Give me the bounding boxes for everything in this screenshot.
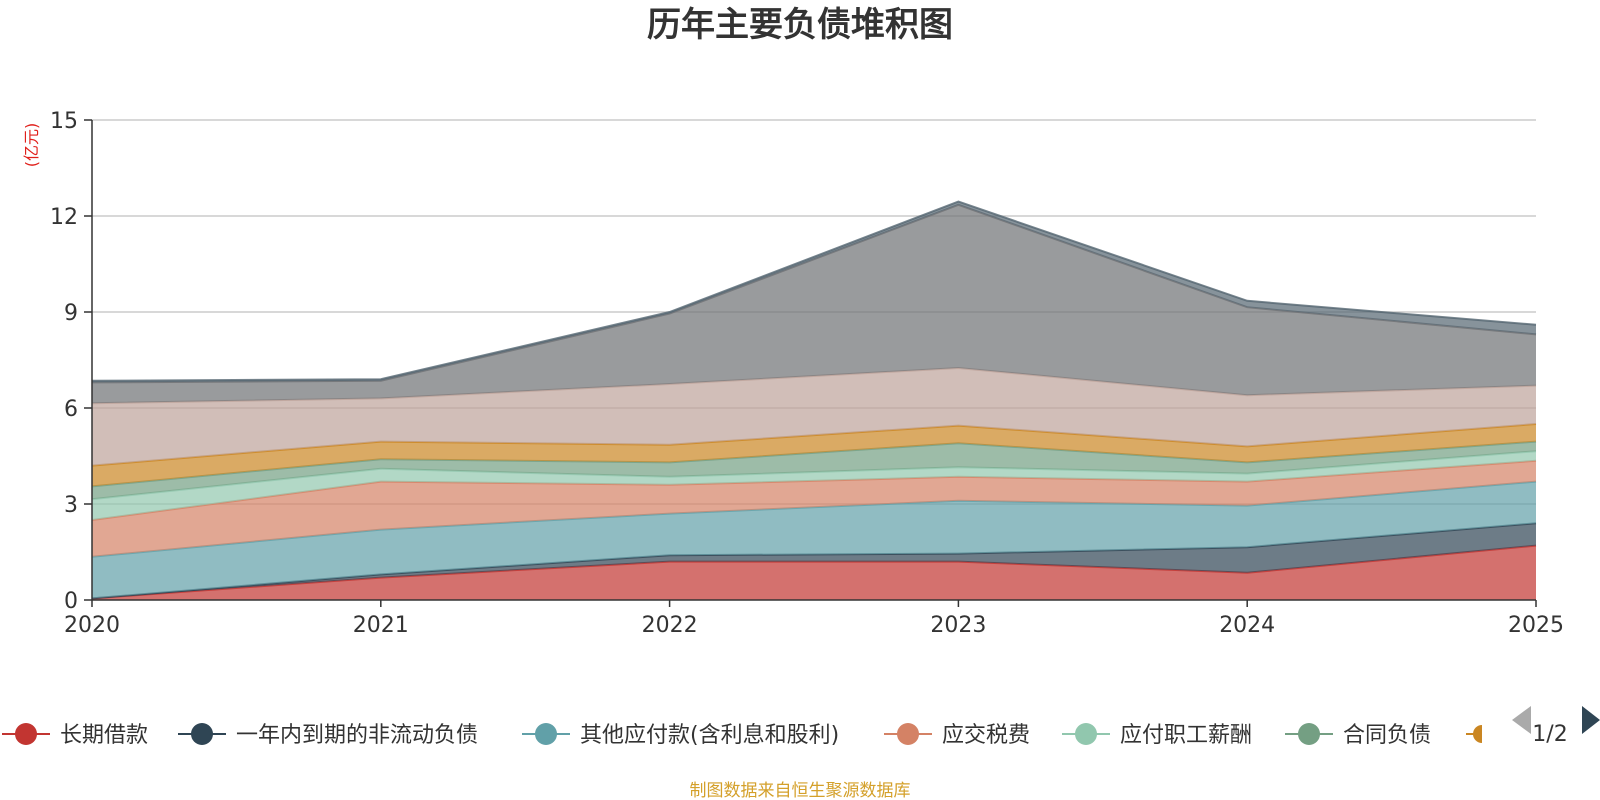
area-长期借款: [92, 545, 1536, 600]
legend-marker: [1473, 725, 1482, 743]
series-line-其他负债: [91, 200, 1537, 382]
axes: 0 3 6 9 12 15 2020 2021 2022 2023 2024 2025: [50, 109, 1564, 638]
area-应付账款: [92, 368, 1536, 466]
x-tick-label: 2023: [930, 613, 986, 638]
legend-item-应付职工薪酬[interactable]: 应付职工薪酬: [1062, 723, 1252, 748]
legend: 长期借款 一年内到期的非流动负债 其他应付款(含利息和股利) 应交税费 应付职工薪酬 合同…: [2, 723, 1482, 748]
y-tick-label: 12: [50, 205, 78, 230]
y-tick-label: 15: [50, 109, 78, 134]
chart-title: 历年主要负债堆积图: [647, 5, 953, 45]
x-tick-label: 2020: [64, 613, 120, 638]
legend-marker: [535, 723, 557, 745]
legend-item-应交税费[interactable]: 应交税费: [884, 723, 1030, 748]
x-tick-label: 2022: [642, 613, 698, 638]
legend-item-partial: [1466, 725, 1482, 743]
y-tick-label: 9: [64, 301, 78, 326]
legend-marker: [15, 723, 37, 745]
legend-pager: 1/2: [1512, 706, 1600, 747]
data-source-note: 制图数据来自恒生聚源数据库: [690, 781, 911, 800]
area-其他应付款(含利息和股利): [92, 481, 1536, 599]
y-axis-unit-label: (亿元): [22, 123, 41, 168]
legend-item-长期借款[interactable]: 长期借款: [2, 723, 148, 748]
legend-marker: [1075, 723, 1097, 745]
x-tick-label: 2021: [353, 613, 409, 638]
legend-marker: [191, 723, 213, 745]
y-tick-label: 3: [64, 493, 78, 518]
legend-item-合同负债[interactable]: 合同负债: [1285, 723, 1431, 748]
area-短期借款: [92, 204, 1536, 404]
legend-label: 应付职工薪酬: [1120, 723, 1252, 748]
x-tick-label: 2024: [1219, 613, 1275, 638]
area-应付票据: [92, 424, 1536, 487]
area-应交税费: [92, 460, 1536, 557]
area-合同负债: [92, 441, 1536, 500]
area-series-group: [91, 200, 1537, 600]
legend-label: 一年内到期的非流动负债: [236, 723, 478, 748]
legend-page-indicator: 1/2: [1532, 722, 1567, 747]
legend-item-一年内到期的非流动负债[interactable]: 一年内到期的非流动负债: [178, 723, 478, 748]
y-tick-label: 0: [64, 589, 78, 614]
area-一年内到期的非流动负债: [92, 523, 1536, 599]
legend-marker: [1298, 723, 1320, 745]
legend-marker: [897, 723, 919, 745]
legend-next-page-icon[interactable]: [1582, 706, 1600, 734]
legend-item-其他应付款(含利息和股利)[interactable]: 其他应付款(含利息和股利): [522, 723, 839, 748]
legend-label: 长期借款: [60, 723, 148, 748]
x-tick-label: 2025: [1508, 613, 1564, 638]
y-tick-label: 6: [64, 397, 78, 422]
series-line-其他应付款(含利息和股利): [91, 480, 1537, 558]
legend-label: 合同负债: [1343, 723, 1431, 748]
legend-label: 应交税费: [942, 723, 1030, 748]
legend-prev-page-icon[interactable]: [1512, 706, 1531, 734]
legend-label: 其他应付款(含利息和股利): [580, 723, 839, 748]
